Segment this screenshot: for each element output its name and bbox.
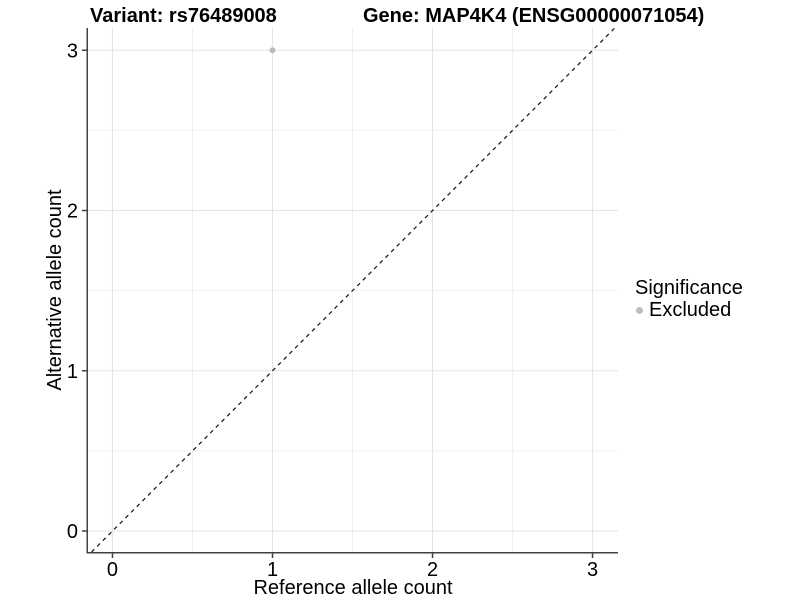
- plot-title-variant: Variant: rs76489008: [90, 5, 277, 27]
- x-tick-label: 3: [587, 559, 598, 581]
- x-tick-label: 2: [427, 559, 438, 581]
- identity-line: [91, 27, 616, 553]
- x-axis-title: Reference allele count: [253, 577, 453, 599]
- x-tick-label: 0: [107, 559, 118, 581]
- legend-entry: Excluded: [636, 300, 743, 321]
- x-tick-label: 1: [267, 559, 278, 581]
- legend: Significance Excluded: [635, 277, 743, 321]
- y-axis-title: Alternative allele count: [44, 189, 66, 391]
- y-tick-label: 2: [67, 201, 78, 223]
- legend-title: Significance: [635, 277, 743, 299]
- plot-title-gene: Gene: MAP4K4 (ENSG00000071054): [363, 5, 705, 27]
- y-tick-label: 1: [67, 361, 78, 383]
- legend-point-icon: [636, 307, 643, 314]
- y-tick-label: 3: [67, 40, 78, 62]
- data-point: [269, 47, 276, 54]
- y-tick-label: 0: [67, 521, 78, 543]
- legend-entry-label: Excluded: [649, 299, 732, 321]
